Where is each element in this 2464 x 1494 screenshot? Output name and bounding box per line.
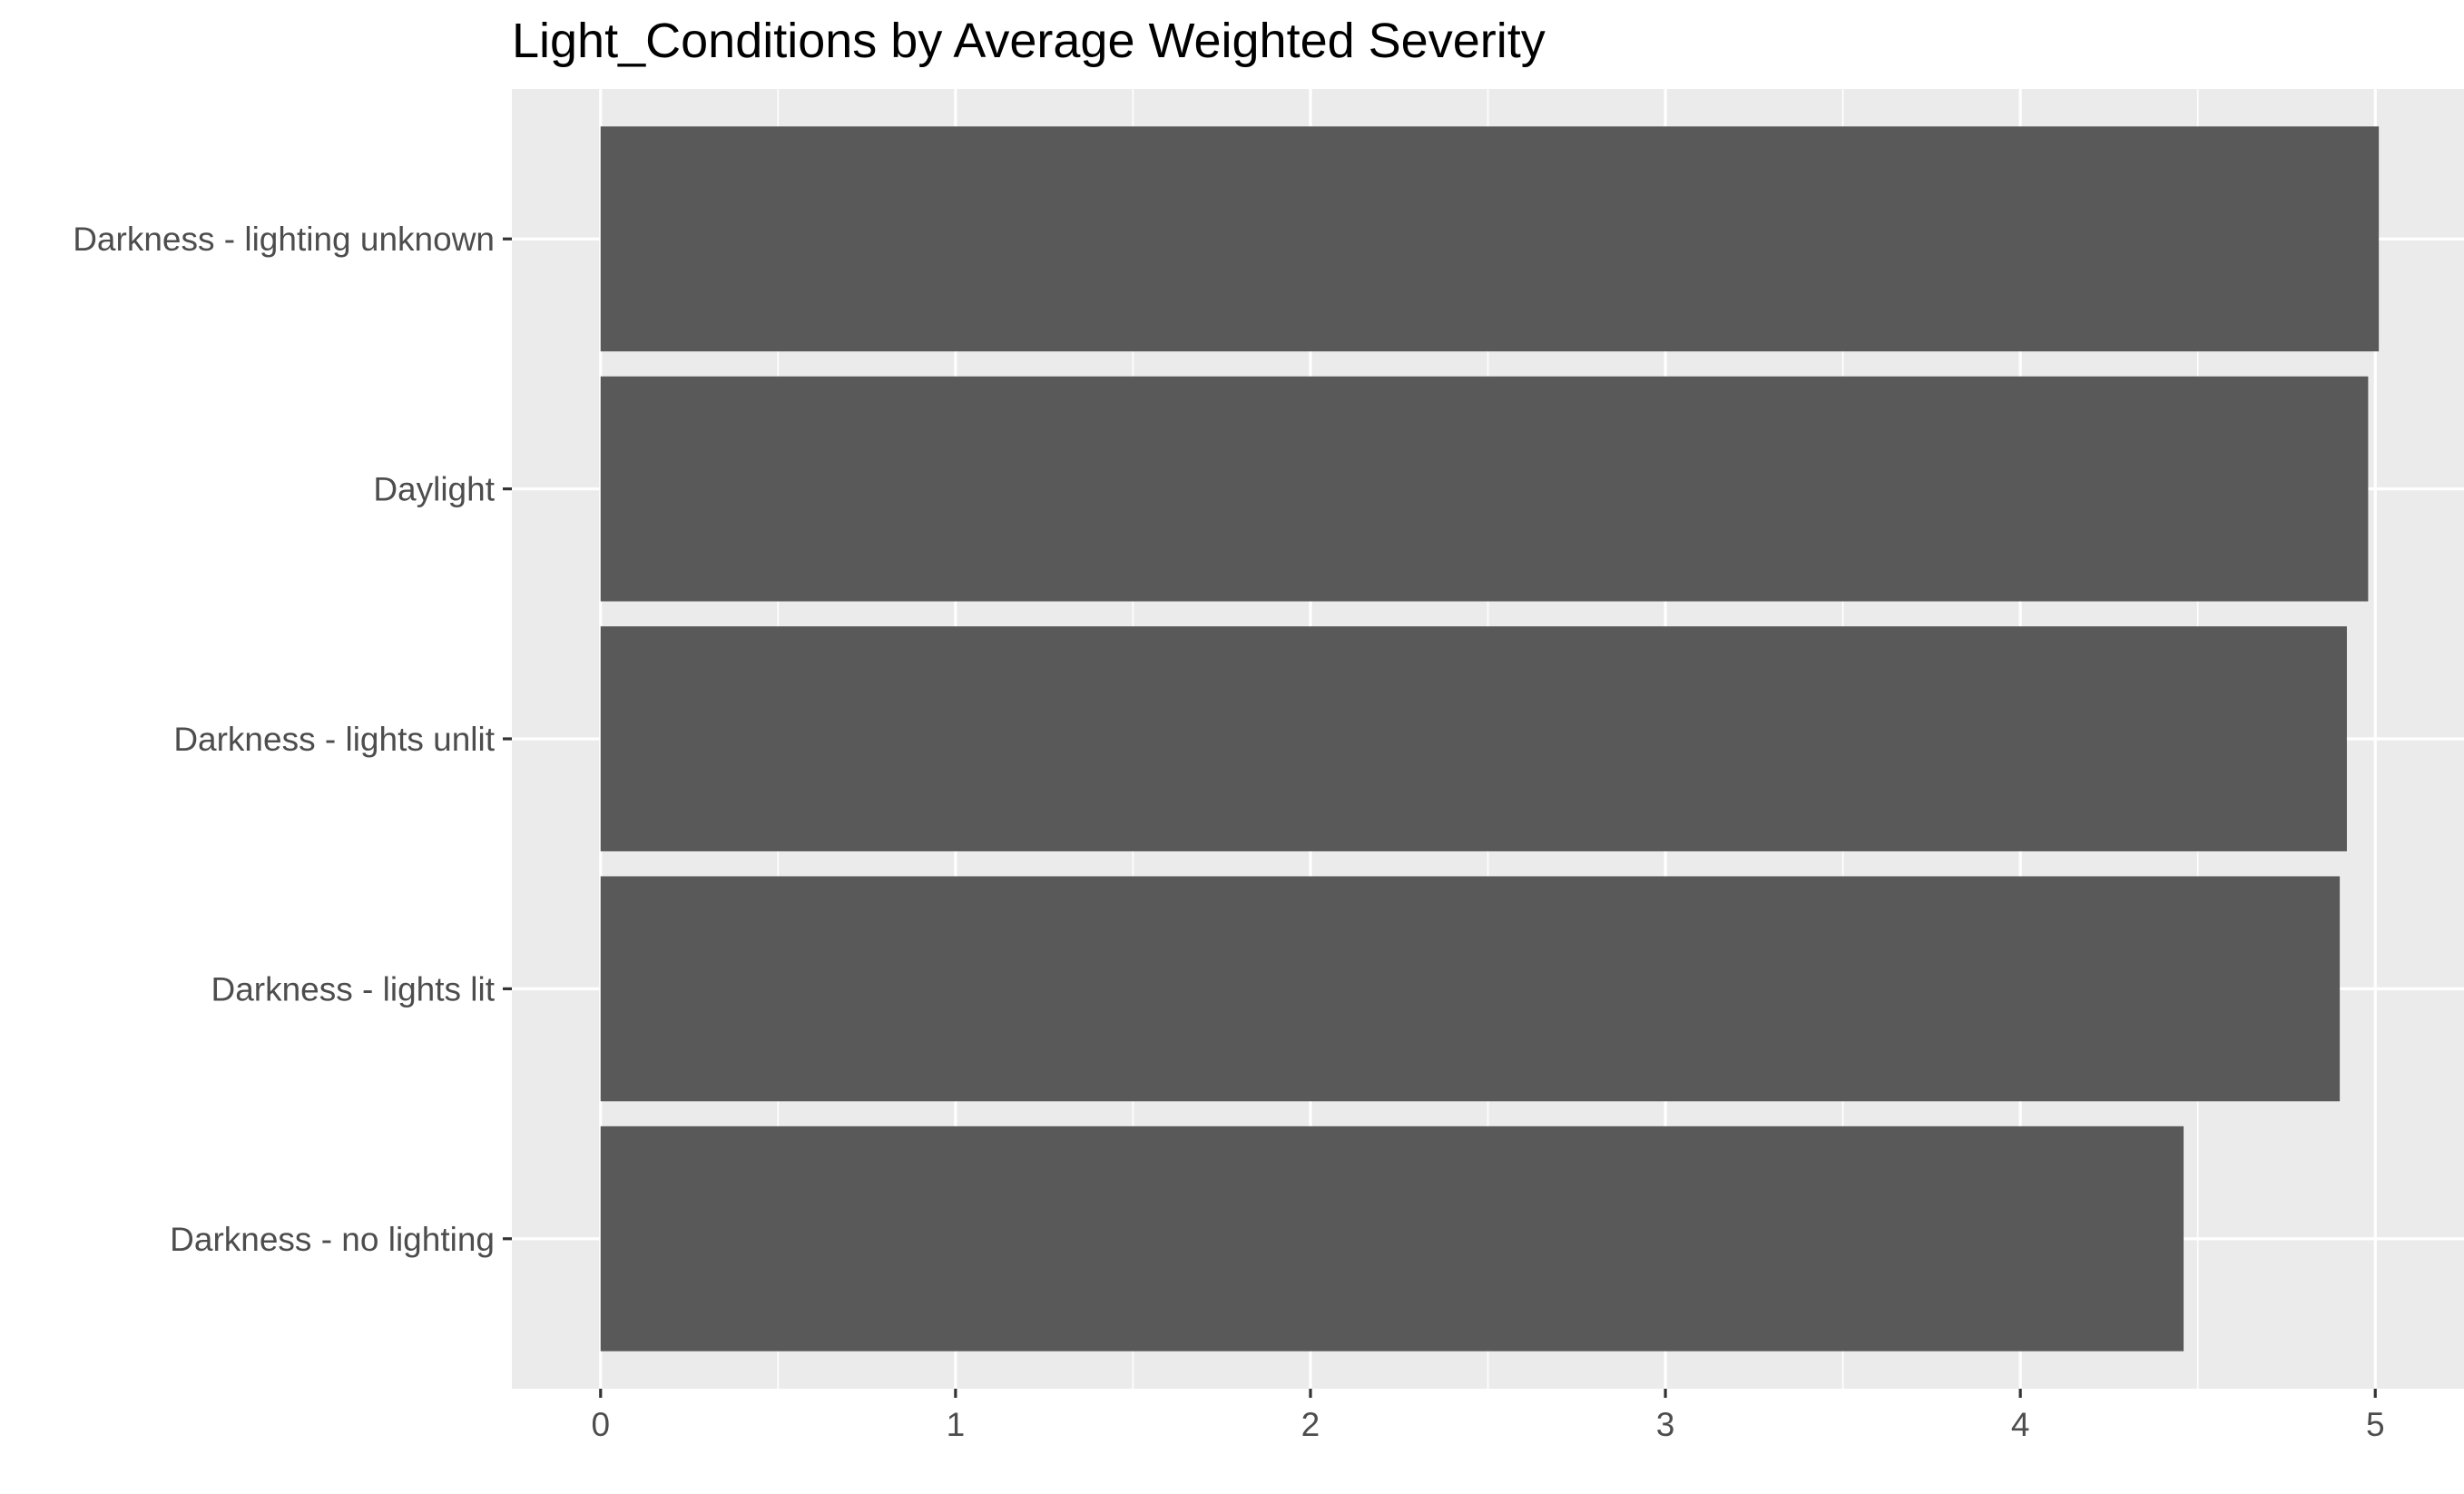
bars [600, 126, 2380, 1351]
bar [600, 126, 2380, 352]
x-tick-label: 0 [591, 1406, 610, 1443]
y-tick-label: Darkness - lighting unknown [73, 221, 495, 258]
x-tick-label: 4 [2011, 1406, 2030, 1443]
x-tick-label: 1 [947, 1406, 966, 1443]
x-tick-label: 2 [1301, 1406, 1320, 1443]
y-tick-label: Darkness - lights unlit [173, 721, 495, 758]
bar [600, 876, 2341, 1102]
y-tick-label: Daylight [373, 471, 495, 508]
chart-title: Light_Conditions by Average Weighted Sev… [512, 14, 1546, 68]
y-axis: Darkness - lighting unknown Daylight Darkn… [73, 221, 512, 1258]
x-axis: 0 1 2 3 4 5 [591, 1389, 2385, 1443]
y-tick-label: Darkness - no lighting [170, 1221, 495, 1258]
bar [600, 376, 2369, 602]
bar [600, 1125, 2184, 1351]
y-tick-label: Darkness - lights lit [211, 970, 495, 1007]
x-tick-label: 5 [2366, 1406, 2385, 1443]
x-tick-label: 3 [1656, 1406, 1675, 1443]
bar [600, 626, 2347, 851]
